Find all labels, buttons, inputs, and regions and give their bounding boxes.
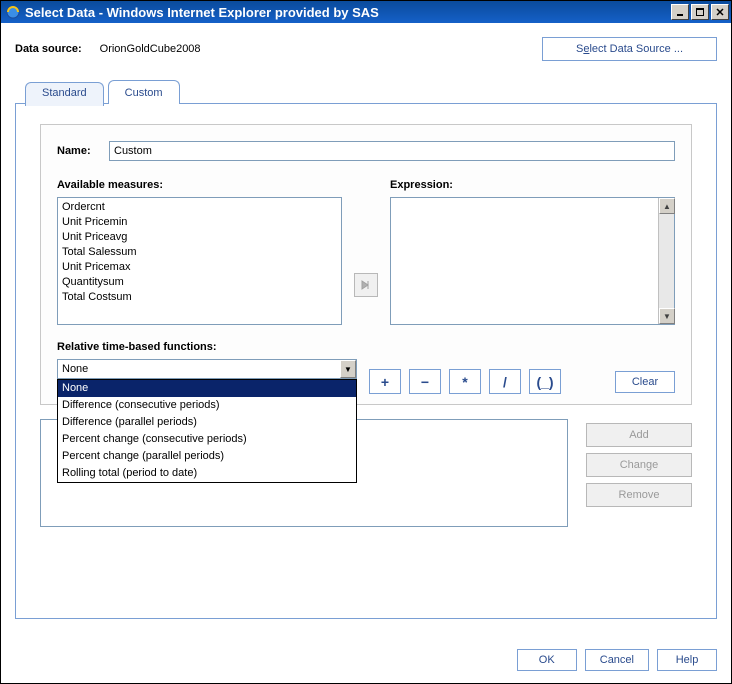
name-input[interactable] — [109, 141, 675, 161]
option-none[interactable]: None — [58, 380, 356, 397]
tabs: Standard Custom — [25, 79, 717, 103]
titlebar: Select Data - Windows Internet Explorer … — [1, 1, 731, 23]
data-source-row: Data source: OrionGoldCube2008 — [15, 43, 201, 55]
operator-plus[interactable]: + — [369, 369, 401, 394]
minimize-button[interactable] — [671, 4, 689, 20]
arrow-right-icon — [360, 279, 372, 291]
tab-custom[interactable]: Custom — [108, 80, 180, 104]
option-pct-consec[interactable]: Percent change (consecutive periods) — [58, 431, 356, 448]
header-row: Data source: OrionGoldCube2008 Select Da… — [15, 37, 717, 61]
relative-functions-dropdown[interactable]: None Difference (consecutive periods) Di… — [57, 379, 357, 483]
ok-button[interactable]: OK — [517, 649, 577, 671]
list-item[interactable]: Unit Pricemin — [62, 215, 337, 230]
change-button[interactable]: Change — [586, 453, 692, 477]
footer-buttons: OK Cancel Help — [517, 649, 717, 671]
list-item[interactable]: Total Costsum — [62, 290, 337, 305]
data-source-value: OrionGoldCube2008 — [100, 43, 201, 55]
chevron-down-icon[interactable]: ▼ — [340, 360, 356, 378]
side-buttons: Add Change Remove — [586, 423, 692, 507]
operator-minus[interactable]: − — [409, 369, 441, 394]
expression-label: Expression: — [390, 179, 675, 191]
relative-functions-select[interactable]: None ▼ None Difference (consecutive peri… — [57, 359, 357, 379]
tab-standard[interactable]: Standard — [25, 82, 104, 106]
name-row: Name: — [57, 141, 675, 161]
relative-functions-row: Relative time-based functions: None ▼ No… — [57, 341, 357, 379]
scrollbar[interactable]: ▲ ▼ — [658, 198, 674, 324]
move-right-button[interactable] — [354, 273, 378, 297]
select-data-source-button[interactable]: Select Data Source ... — [542, 37, 717, 61]
list-item[interactable]: Total Salessum — [62, 245, 337, 260]
operator-divide[interactable]: / — [489, 369, 521, 394]
option-diff-parallel[interactable]: Difference (parallel periods) — [58, 414, 356, 431]
custom-panel: Name: Available measures: Ordercnt Unit … — [40, 124, 692, 405]
select-data-window: Select Data - Windows Internet Explorer … — [0, 0, 732, 684]
ie-icon — [5, 4, 21, 20]
option-diff-consec[interactable]: Difference (consecutive periods) — [58, 397, 356, 414]
scroll-up-icon[interactable]: ▲ — [659, 198, 675, 214]
close-button[interactable] — [711, 4, 729, 20]
add-button[interactable]: Add — [586, 423, 692, 447]
list-item[interactable]: Unit Pricemax — [62, 260, 337, 275]
window-title: Select Data - Windows Internet Explorer … — [25, 5, 671, 20]
available-label: Available measures: — [57, 179, 342, 191]
list-item[interactable]: Ordercnt — [62, 200, 337, 215]
available-measures-list[interactable]: Ordercnt Unit Pricemin Unit Priceavg Tot… — [57, 197, 342, 325]
relative-functions-label: Relative time-based functions: — [57, 341, 357, 353]
expression-col: Expression: ▲ ▼ — [390, 179, 675, 325]
clear-button[interactable]: Clear — [615, 371, 675, 393]
remove-button[interactable]: Remove — [586, 483, 692, 507]
scroll-down-icon[interactable]: ▼ — [659, 308, 675, 324]
move-right-col — [354, 273, 378, 297]
help-button[interactable]: Help — [657, 649, 717, 671]
name-label: Name: — [57, 145, 109, 157]
client-area: Data source: OrionGoldCube2008 Select Da… — [1, 23, 731, 683]
maximize-button[interactable] — [691, 4, 709, 20]
operator-paren[interactable]: (_) — [529, 369, 561, 394]
option-pct-parallel[interactable]: Percent change (parallel periods) — [58, 448, 356, 465]
measures-expression-row: Available measures: Ordercnt Unit Pricem… — [57, 179, 675, 325]
operator-row: + − * / (_) Clear — [369, 369, 675, 394]
cancel-button[interactable]: Cancel — [585, 649, 649, 671]
expression-textarea[interactable]: ▲ ▼ — [390, 197, 675, 325]
operator-times[interactable]: * — [449, 369, 481, 394]
tab-panel: Name: Available measures: Ordercnt Unit … — [15, 103, 717, 619]
option-rolling[interactable]: Rolling total (period to date) — [58, 465, 356, 482]
available-col: Available measures: Ordercnt Unit Pricem… — [57, 179, 342, 325]
list-item[interactable]: Unit Priceavg — [62, 230, 337, 245]
window-controls — [671, 4, 729, 20]
list-item[interactable]: Quantitysum — [62, 275, 337, 290]
select-value: None — [58, 363, 340, 375]
data-source-label: Data source: — [15, 43, 82, 55]
